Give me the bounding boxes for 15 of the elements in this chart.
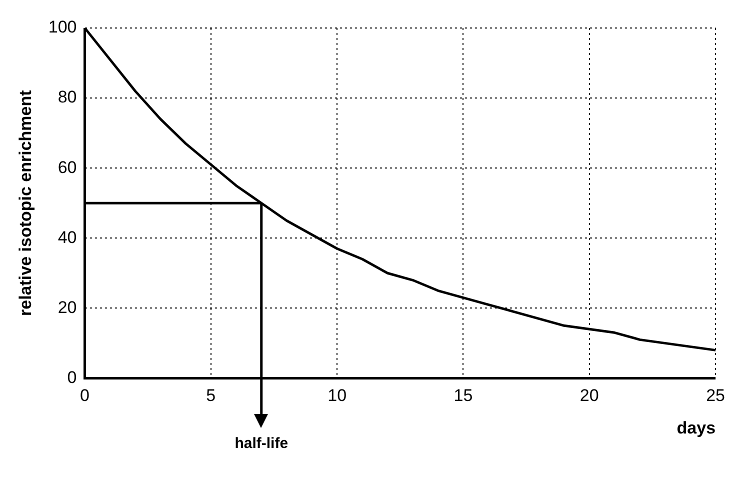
y-axis-title: relative isotopic enrichment: [16, 90, 35, 316]
y-tick-label: 80: [58, 88, 77, 107]
x-tick-label: 15: [454, 386, 473, 406]
y-tick-label: 20: [58, 298, 77, 317]
x-tick-label: 25: [706, 386, 726, 406]
ref-line-label: half-life: [234, 434, 288, 452]
x-axis-title: days: [676, 418, 716, 438]
y-tick-label: 100: [48, 18, 77, 37]
y-tick-label: 0: [67, 368, 77, 387]
x-tick-label: 0: [80, 386, 90, 406]
x-tick-label: 20: [580, 386, 599, 406]
y-tick-label: 60: [58, 158, 77, 177]
x-tick-label: 10: [328, 386, 347, 406]
x-tick-label: 5: [206, 386, 216, 406]
y-tick-label: 40: [58, 228, 77, 247]
